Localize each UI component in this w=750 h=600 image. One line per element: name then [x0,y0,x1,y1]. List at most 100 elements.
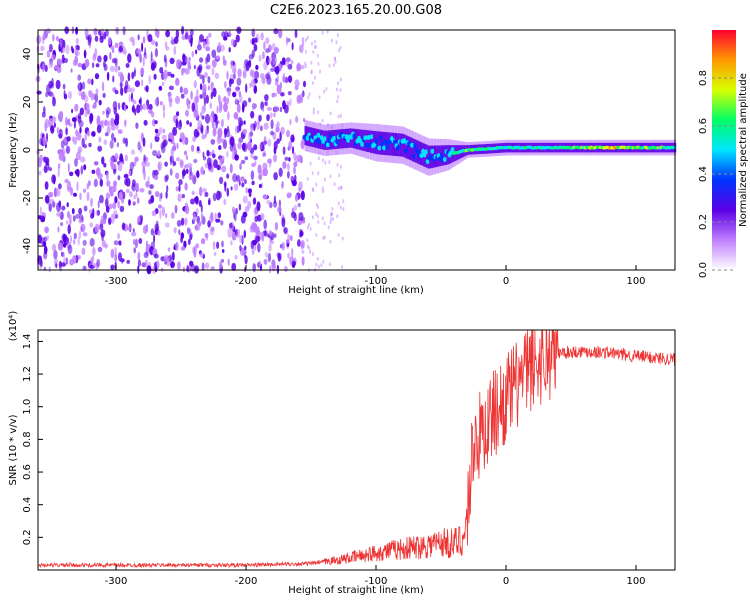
noise-speckle [150,241,155,250]
noise-speckle [114,90,119,95]
noise-speckle [143,119,148,126]
noise-speckle [149,184,154,190]
noise-speckle [58,183,62,190]
noise-speckle [301,249,305,254]
noise-speckle [232,206,235,214]
noise-speckle [305,37,307,42]
noise-speckle [134,80,140,88]
noise-speckle [216,190,221,201]
noise-speckle [165,29,171,38]
snr-frame [37,329,676,571]
noise-speckle [113,180,117,188]
noise-speckle [233,73,236,80]
noise-speckle [67,162,70,173]
noise-speckle [83,49,87,59]
noise-speckle [317,61,320,66]
noise-speckle [234,98,239,104]
noise-speckle [196,44,202,51]
noise-speckle [145,240,148,248]
noise-speckle [234,254,238,260]
noise-speckle [210,91,213,100]
noise-speckle [42,62,45,73]
noise-speckle [181,217,185,226]
noise-speckle [148,74,152,85]
noise-speckle [150,228,155,236]
noise-speckle [294,194,299,202]
noise-speckle [263,219,268,230]
noise-speckle [251,102,256,111]
noise-speckle [264,94,269,102]
noise-speckle [126,259,130,264]
noise-speckle [317,219,320,224]
noise-speckle [91,62,95,69]
noise-speckle [107,120,110,128]
noise-speckle [320,263,323,268]
noise-speckle [209,226,215,236]
noise-speckle [78,218,83,224]
noise-speckle [93,178,98,188]
noise-speckle [321,118,324,123]
noise-speckle [75,44,79,50]
noise-speckle [178,229,181,236]
noise-speckle [177,193,182,202]
signal-band [407,136,410,160]
noise-speckle [67,224,71,235]
noise-speckle [226,70,229,80]
noise-speckle [172,251,175,261]
noise-speckle [212,87,217,98]
signal-core [424,149,429,155]
noise-speckle [168,93,171,103]
noise-speckle [251,249,255,255]
noise-speckle [141,79,144,87]
noise-speckle [251,70,255,79]
noise-speckle [227,258,230,266]
noise-speckle [188,173,194,181]
noise-speckle [312,50,315,54]
noise-speckle [306,225,309,230]
noise-speckle [190,144,195,152]
noise-speckle [299,233,303,238]
noise-speckle [97,55,102,63]
y-tick-label: 1.2 [22,366,33,382]
noise-speckle [65,116,68,127]
noise-speckle [104,119,108,127]
y-tick-label: -20 [22,190,33,206]
noise-speckle [136,104,141,114]
y-tick-label: -40 [22,238,33,254]
noise-speckle [262,162,268,171]
noise-speckle [39,259,43,268]
noise-speckle [248,192,252,197]
noise-speckle [178,184,181,193]
noise-speckle [196,146,200,152]
signal-core [377,145,382,151]
noise-speckle [286,192,291,199]
noise-speckle [284,104,289,114]
noise-speckle [196,88,199,98]
noise-speckle [117,161,123,172]
noise-speckle [109,140,114,149]
noise-speckle [99,223,104,231]
noise-speckle [283,227,289,235]
noise-speckle [113,168,116,174]
noise-speckle [189,28,194,37]
noise-speckle [337,94,340,99]
noise-speckle [114,214,119,219]
noise-speckle [293,161,298,168]
noise-speckle [58,133,63,139]
noise-speckle [257,164,262,175]
signal-band [371,130,374,154]
noise-speckle [317,171,320,176]
signal-core [335,139,340,145]
y-tick-label: 0.8 [22,431,33,447]
noise-speckle [154,128,159,134]
noise-speckle [65,127,68,136]
noise-speckle [204,162,209,169]
noise-speckle [288,140,293,150]
noise-speckle [265,48,270,54]
noise-speckle [110,45,115,50]
noise-speckle [87,36,92,46]
noise-speckle [163,139,168,147]
noise-speckle [154,266,158,273]
noise-speckle [100,120,104,128]
noise-speckle [250,153,255,159]
